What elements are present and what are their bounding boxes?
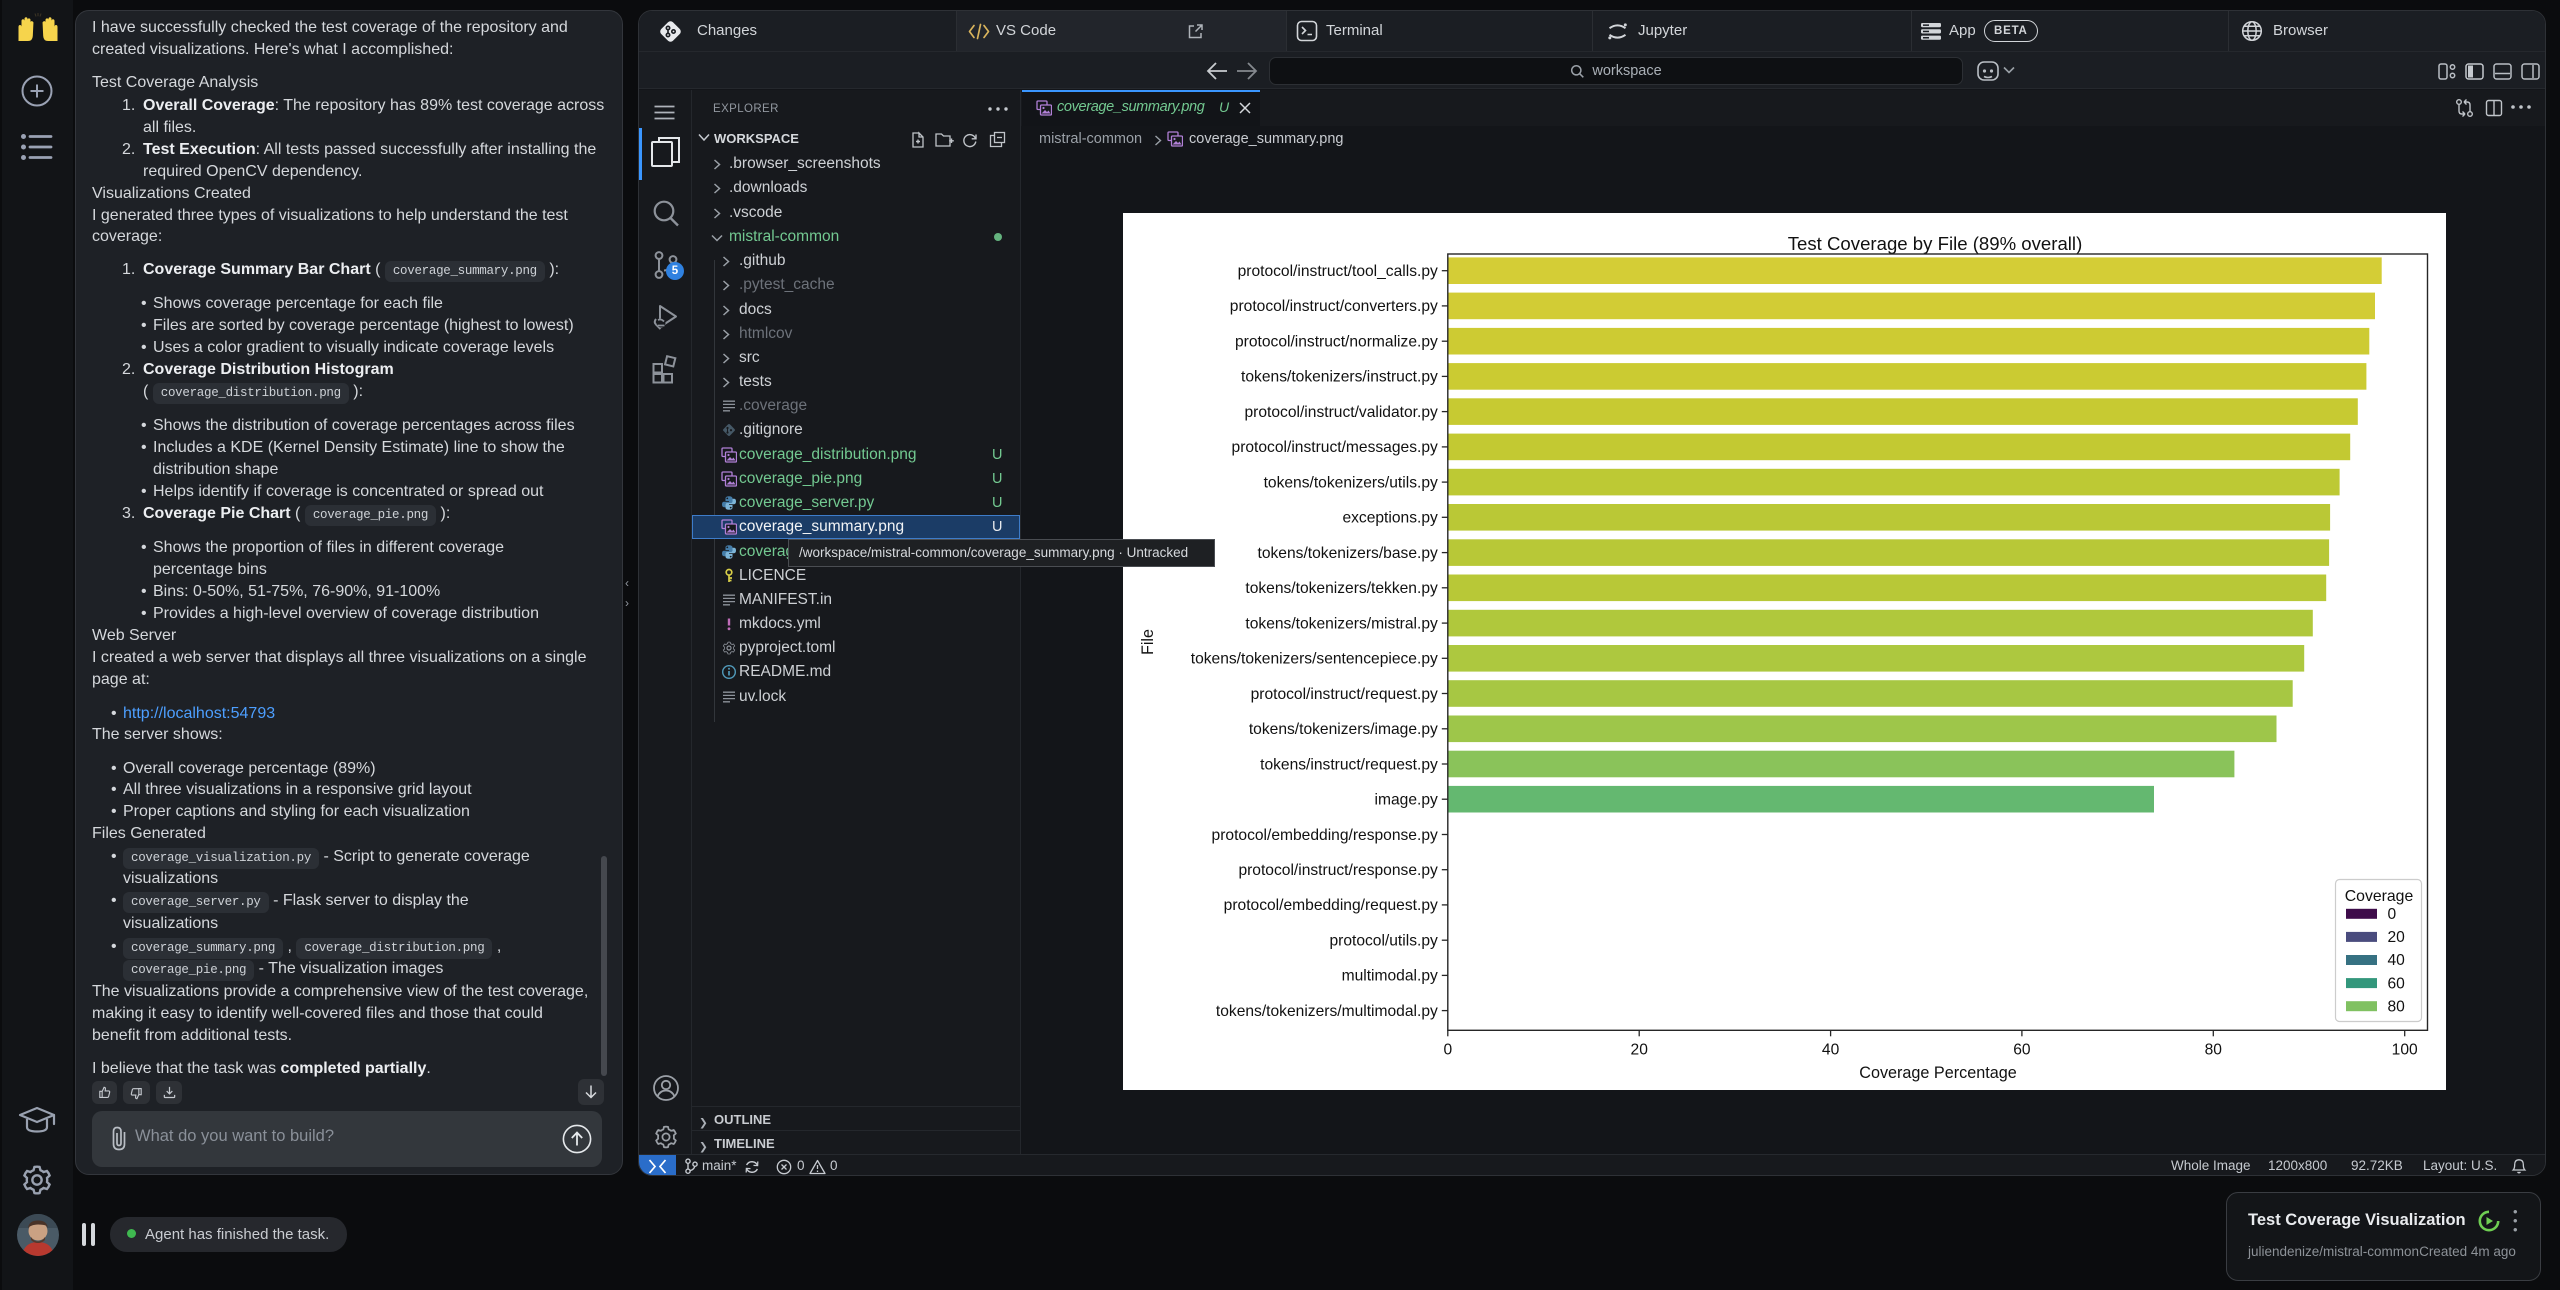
svg-text:tokens/tokenizers/multimodal.p: tokens/tokenizers/multimodal.py <box>1216 1003 1438 1020</box>
svg-text:protocol/embedding/request.py: protocol/embedding/request.py <box>1224 897 1438 914</box>
svg-text:protocol/instruct/messages.py: protocol/instruct/messages.py <box>1232 439 1438 456</box>
svg-text:100: 100 <box>2392 1041 2418 1058</box>
svg-text:exceptions.py: exceptions.py <box>1342 510 1438 527</box>
svg-text:protocol/instruct/converters.p: protocol/instruct/converters.py <box>1230 298 1438 315</box>
svg-text:0: 0 <box>1443 1041 1452 1058</box>
svg-text:multimodal.py: multimodal.py <box>1342 968 1438 985</box>
svg-text:40: 40 <box>1822 1041 1840 1058</box>
svg-text:protocol/embedding/response.py: protocol/embedding/response.py <box>1212 827 1438 844</box>
svg-text:protocol/instruct/tool_calls.p: protocol/instruct/tool_calls.py <box>1238 263 1438 280</box>
svg-text:tokens/tokenizers/base.py: tokens/tokenizers/base.py <box>1258 545 1438 562</box>
svg-text:40: 40 <box>2388 952 2406 969</box>
svg-text:Coverage: Coverage <box>2345 888 2414 905</box>
svg-text:60: 60 <box>2388 975 2406 992</box>
svg-text:protocol/utils.py: protocol/utils.py <box>1329 933 1438 950</box>
svg-text:60: 60 <box>2013 1041 2031 1058</box>
svg-text:protocol/instruct/normalize.py: protocol/instruct/normalize.py <box>1235 334 1438 351</box>
svg-text:20: 20 <box>1631 1041 1649 1058</box>
svg-text:protocol/instruct/validator.py: protocol/instruct/validator.py <box>1245 404 1438 421</box>
svg-text:protocol/instruct/request.py: protocol/instruct/request.py <box>1251 686 1438 703</box>
svg-text:Test Coverage by File (89% ove: Test Coverage by File (89% overall) <box>1788 233 2083 254</box>
svg-text:protocol/instruct/response.py: protocol/instruct/response.py <box>1238 862 1438 879</box>
svg-text:20: 20 <box>2388 929 2406 946</box>
svg-text:tokens/tokenizers/image.py: tokens/tokenizers/image.py <box>1249 721 1438 738</box>
svg-text:tokens/tokenizers/sentencepiec: tokens/tokenizers/sentencepiece.py <box>1191 651 1438 668</box>
svg-text:tokens/tokenizers/utils.py: tokens/tokenizers/utils.py <box>1264 474 1438 491</box>
svg-text:tokens/tokenizers/tekken.py: tokens/tokenizers/tekken.py <box>1245 580 1438 597</box>
svg-text:80: 80 <box>2205 1041 2223 1058</box>
svg-text:Coverage Percentage: Coverage Percentage <box>1859 1064 2016 1082</box>
svg-text:File: File <box>1139 629 1157 655</box>
svg-text:80: 80 <box>2388 998 2406 1015</box>
svg-text:image.py: image.py <box>1375 792 1438 809</box>
svg-text:tokens/tokenizers/mistral.py: tokens/tokenizers/mistral.py <box>1245 615 1438 632</box>
svg-text:0: 0 <box>2388 906 2397 923</box>
svg-text:tokens/tokenizers/instruct.py: tokens/tokenizers/instruct.py <box>1241 369 1438 386</box>
svg-text:tokens/instruct/request.py: tokens/instruct/request.py <box>1260 756 1438 773</box>
